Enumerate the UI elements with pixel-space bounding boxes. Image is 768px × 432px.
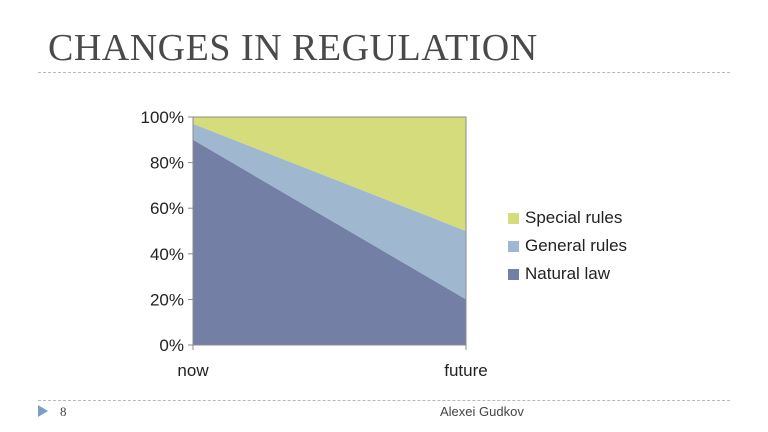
area-special-rules (193, 117, 466, 231)
legend-label: Special rules (525, 208, 623, 227)
x-tick-label: future (444, 361, 487, 380)
legend-item: General rules (508, 232, 627, 260)
legend-swatch (508, 268, 519, 280)
legend-item: Special rules (508, 204, 627, 232)
x-tick-label: now (177, 361, 209, 380)
y-tick-label: 60% (150, 199, 184, 218)
legend-swatch (508, 240, 519, 252)
y-tick-label: 40% (150, 245, 184, 264)
y-tick-label: 0% (159, 336, 184, 355)
triangle-right-icon (38, 405, 48, 417)
legend-item: Natural law (508, 260, 627, 288)
legend-label: General rules (525, 236, 628, 255)
y-tick-label: 20% (150, 290, 184, 309)
page-number: 8 (60, 404, 67, 419)
chart-legend: Special rules General rules Natural law (508, 204, 627, 288)
y-tick-label: 80% (150, 154, 184, 173)
area-natural-law (193, 139, 466, 345)
footer-divider (38, 400, 730, 401)
y-tick-label: 100% (141, 108, 184, 127)
slide-title: CHANGES IN REGULATION (48, 27, 538, 69)
plot-border (192, 116, 467, 346)
legend-swatch (508, 212, 519, 224)
footer-author: Alexei Gudkov (440, 404, 524, 419)
area-general-rules (193, 123, 466, 300)
title-divider (38, 72, 730, 73)
legend-label: Natural law (525, 264, 611, 283)
